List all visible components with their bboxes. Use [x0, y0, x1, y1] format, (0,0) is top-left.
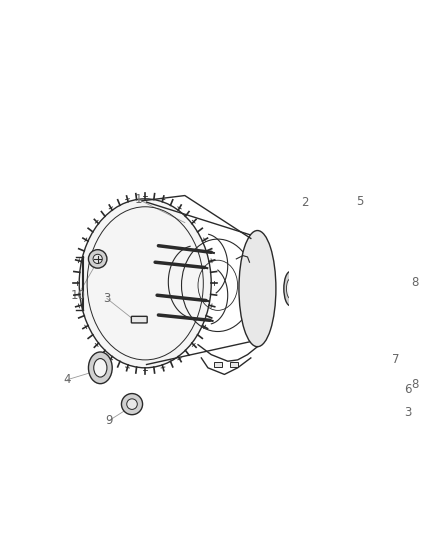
Text: 9: 9 [105, 414, 113, 427]
Ellipse shape [239, 231, 276, 346]
Ellipse shape [309, 271, 322, 306]
Ellipse shape [338, 313, 351, 350]
Ellipse shape [368, 363, 378, 373]
Ellipse shape [339, 262, 343, 266]
Ellipse shape [375, 304, 384, 313]
FancyBboxPatch shape [316, 371, 332, 378]
Ellipse shape [121, 393, 143, 415]
Polygon shape [360, 309, 374, 348]
Ellipse shape [331, 304, 335, 308]
Text: 3: 3 [103, 292, 111, 305]
Ellipse shape [286, 279, 294, 298]
Text: 3: 3 [404, 406, 412, 419]
Ellipse shape [347, 276, 351, 280]
Text: 8: 8 [411, 378, 418, 391]
Ellipse shape [88, 352, 112, 384]
FancyBboxPatch shape [131, 316, 147, 323]
Text: 6: 6 [404, 383, 412, 396]
Ellipse shape [93, 254, 102, 263]
Ellipse shape [328, 257, 354, 326]
Ellipse shape [339, 318, 343, 321]
Ellipse shape [284, 271, 297, 306]
Text: 4: 4 [64, 373, 71, 386]
Bar [230, 362, 238, 367]
Ellipse shape [94, 359, 107, 377]
Text: 10: 10 [71, 289, 85, 302]
Ellipse shape [333, 301, 357, 362]
Ellipse shape [331, 276, 335, 280]
Ellipse shape [347, 304, 351, 308]
Text: 2: 2 [301, 196, 309, 209]
Text: 5: 5 [356, 195, 364, 208]
Ellipse shape [127, 399, 137, 409]
Ellipse shape [333, 271, 349, 313]
Ellipse shape [88, 249, 107, 268]
Text: 1: 1 [135, 193, 142, 206]
Bar [214, 362, 222, 367]
Ellipse shape [79, 199, 211, 368]
Bar [290, 271, 315, 306]
Text: 8: 8 [411, 276, 418, 288]
Text: 7: 7 [392, 353, 400, 366]
